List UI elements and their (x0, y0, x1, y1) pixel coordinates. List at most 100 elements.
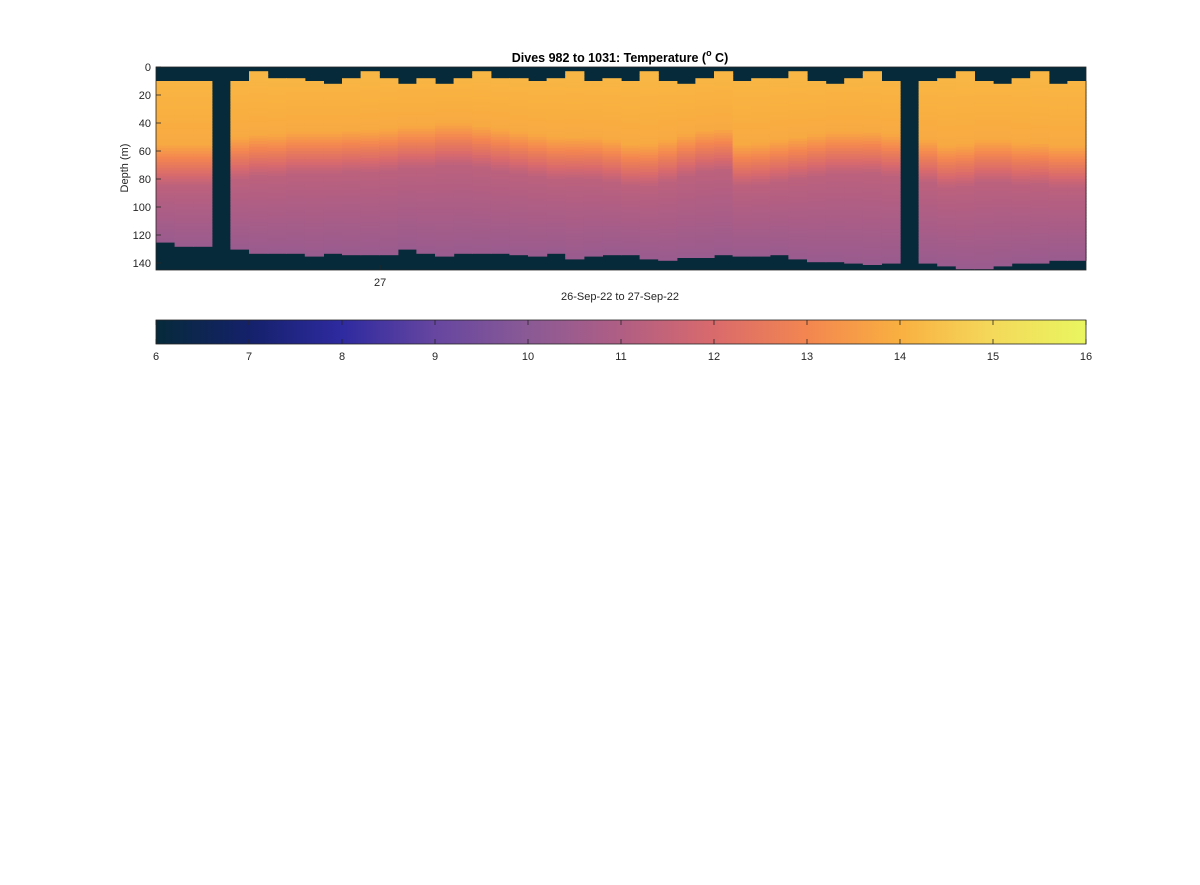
heatmap-cell (1030, 256, 1050, 260)
heatmap-cell (379, 128, 399, 132)
heatmap-cell (174, 153, 194, 158)
heatmap-cell (1030, 166, 1050, 170)
heatmap-cell (546, 120, 566, 124)
heatmap-cell (937, 97, 957, 102)
heatmap-cell (230, 142, 250, 146)
heatmap-cell (342, 173, 362, 177)
heatmap-cell (490, 187, 510, 191)
heatmap-cell (230, 134, 250, 138)
heatmap-cell (435, 184, 455, 188)
heatmap-cell (1048, 137, 1068, 141)
heatmap-cell (342, 139, 362, 144)
heatmap-cell (621, 148, 641, 152)
heatmap-cell (416, 209, 436, 214)
heatmap-cell (676, 181, 696, 186)
heatmap-cell (695, 92, 715, 96)
heatmap-cell (993, 204, 1013, 208)
heatmap-cell (602, 243, 622, 247)
heatmap-cell (379, 193, 399, 197)
heatmap-cell (1011, 201, 1031, 205)
heatmap-cell (230, 97, 250, 102)
heatmap-cell (807, 193, 827, 197)
heatmap-cell (881, 137, 901, 141)
heatmap-cell (230, 109, 250, 113)
heatmap-cell (881, 190, 901, 194)
heatmap-cell (546, 92, 566, 96)
heatmap-cell (286, 240, 306, 244)
heatmap-cell (304, 92, 324, 96)
heatmap-cell (1048, 209, 1068, 214)
heatmap-cell (435, 240, 455, 244)
heatmap-cell (379, 86, 399, 90)
heatmap-cell (490, 114, 510, 118)
heatmap-cell (788, 79, 808, 83)
heatmap-cell (807, 100, 827, 104)
heatmap-cell (230, 246, 250, 250)
heatmap-cell (379, 120, 399, 124)
heatmap-cell (379, 170, 399, 174)
heatmap-cell (732, 151, 752, 155)
heatmap-cell (267, 229, 287, 233)
heatmap-cell (844, 134, 864, 138)
heatmap-cell (695, 240, 715, 244)
heatmap-cell (658, 97, 678, 102)
heatmap-cell (156, 218, 176, 222)
heatmap-cell (769, 181, 789, 186)
heatmap-cell (825, 134, 845, 138)
heatmap-cell (714, 158, 734, 162)
heatmap-cell (472, 96, 492, 100)
heatmap-cell (528, 95, 548, 99)
heatmap-cell (695, 235, 715, 239)
heatmap-cell (267, 151, 287, 155)
heatmap-cell (751, 128, 771, 132)
heatmap-cell (193, 125, 213, 130)
heatmap-cell (342, 109, 362, 113)
heatmap-cell (602, 139, 622, 144)
heatmap-cell (974, 187, 994, 191)
heatmap-cell (528, 109, 548, 113)
heatmap-cell (509, 83, 529, 88)
heatmap-cell (639, 127, 659, 131)
heatmap-cell (193, 221, 213, 225)
heatmap-cell (732, 184, 752, 188)
heatmap-cell (1011, 232, 1031, 236)
heatmap-cell (807, 254, 827, 258)
heatmap-cell (1067, 209, 1087, 214)
heatmap-cell (453, 89, 473, 93)
heatmap-cell (360, 197, 380, 201)
heatmap-cell (844, 117, 864, 121)
heatmap-cell (193, 86, 213, 90)
heatmap-cell (286, 103, 306, 107)
heatmap-cell (509, 221, 529, 225)
heatmap-cell (490, 100, 510, 104)
heatmap-cell (193, 167, 213, 172)
heatmap-cell (1067, 243, 1087, 247)
heatmap-cell (714, 194, 734, 198)
heatmap-cell (658, 103, 678, 107)
heatmap-cell (286, 156, 306, 160)
heatmap-cell (342, 187, 362, 191)
heatmap-cell (1030, 102, 1050, 106)
heatmap-cell (714, 236, 734, 240)
heatmap-cell (769, 156, 789, 160)
heatmap-cell (955, 82, 975, 86)
heatmap-cell (862, 258, 882, 263)
heatmap-cell (379, 153, 399, 158)
heatmap-cell (639, 141, 659, 145)
heatmap-cell (230, 156, 250, 160)
heatmap-cell (193, 165, 213, 169)
heatmap-cell (862, 127, 882, 131)
heatmap-cell (974, 86, 994, 90)
heatmap-cell (862, 85, 882, 89)
heatmap-cell (844, 181, 864, 186)
heatmap-cell (230, 145, 250, 149)
heatmap-cell (342, 142, 362, 146)
heatmap-cell (881, 201, 901, 205)
heatmap-cell (769, 145, 789, 149)
heatmap-cell (714, 253, 734, 256)
heatmap-cell (732, 235, 752, 239)
heatmap-cell (379, 209, 399, 214)
heatmap-cell (621, 151, 641, 155)
heatmap-cell (974, 167, 994, 172)
heatmap-cell (807, 128, 827, 132)
